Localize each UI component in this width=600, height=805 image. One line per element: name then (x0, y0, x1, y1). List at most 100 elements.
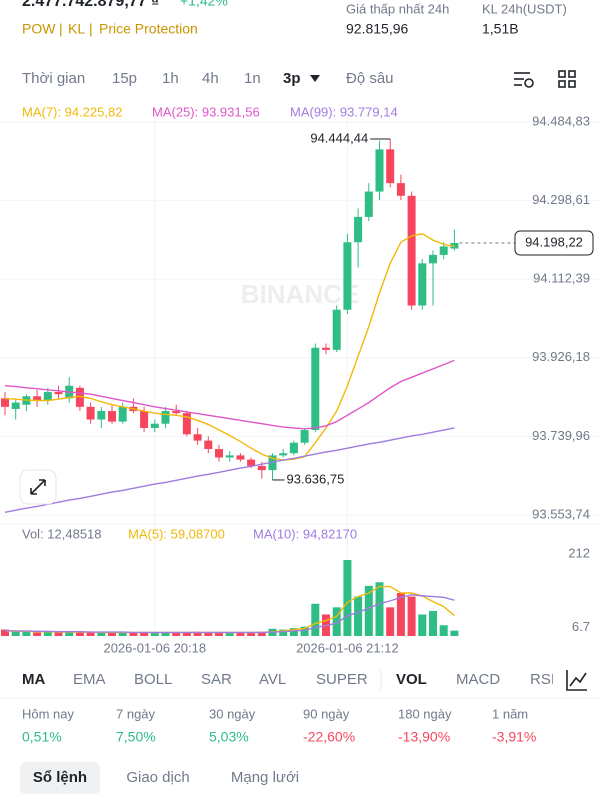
volume-bar (172, 632, 181, 636)
tag[interactable]: KL (68, 21, 85, 37)
period-label: Hôm nay (22, 706, 75, 721)
candle-body (54, 392, 63, 395)
volume-bar (300, 626, 309, 636)
volume-tick-label: 6.7 (572, 619, 590, 634)
candle-body (11, 402, 20, 409)
low-label: 93.636,75 (287, 471, 345, 486)
volume-bar (22, 631, 31, 636)
candle-body (354, 216, 363, 243)
volume-bar (343, 560, 352, 636)
volume-bar (54, 632, 63, 636)
volume-tick-label: 212 (568, 545, 590, 560)
volume-bar (86, 632, 95, 636)
indicator-active[interactable]: MA (22, 671, 45, 688)
bottom-tab[interactable]: Giao dịch (126, 769, 189, 786)
layout-icon[interactable] (558, 70, 576, 88)
tag[interactable]: POW (22, 21, 56, 37)
volume-bar (108, 631, 116, 636)
last-price-label: 94.198,22 (525, 234, 583, 249)
indicator[interactable]: BOLL (134, 671, 172, 688)
volume-bar (439, 625, 448, 636)
indicator[interactable]: SAR (201, 671, 232, 688)
balance: 2.477.742.879,77 ₫ (22, 0, 159, 10)
settings-icon[interactable] (514, 72, 534, 88)
tab[interactable]: Độ sâu (346, 70, 394, 87)
volume-bar (364, 585, 373, 636)
x-tick-label: 2026-01-06 20:18 (103, 640, 206, 655)
y-tick-label: 93.739,96 (532, 428, 590, 443)
ma-line (4, 594, 455, 634)
ma-line (4, 359, 455, 430)
ma-line (4, 427, 455, 514)
volume-bar (289, 628, 298, 636)
candle-body (182, 413, 191, 435)
tab[interactable]: 15p (112, 70, 137, 87)
periods: Hôm nay 0,51% 7 ngày 7,50% 30 ngày 5,03% 90 ng… (22, 706, 536, 744)
candle-body (150, 423, 159, 428)
indicator-active[interactable]: VOL (396, 671, 427, 688)
volume-bar (450, 630, 459, 636)
tab[interactable]: Thời gian (22, 70, 85, 87)
candle-body (97, 411, 106, 420)
y-tick-label: 93.926,18 (532, 349, 590, 364)
tab[interactable]: 1n (244, 70, 261, 87)
ma-legend: MA(7): 94.225,82 (22, 104, 122, 119)
period-label: 1 năm (492, 706, 528, 721)
tab[interactable]: 1h (162, 70, 179, 87)
candle-body (364, 191, 373, 217)
candle-body (193, 434, 202, 441)
chart-icon[interactable] (566, 670, 587, 691)
candle-body (332, 309, 341, 350)
expand-icon (30, 479, 46, 495)
indicator[interactable]: SUPER (316, 671, 368, 688)
stat-label: KL 24h(USDT) (482, 1, 567, 16)
candle-body (43, 392, 52, 401)
tag[interactable]: Price Protection (99, 21, 198, 37)
candle-body (86, 406, 95, 420)
volume-bar (236, 632, 245, 636)
candle-body (204, 440, 213, 450)
indicator[interactable]: RSI (530, 671, 555, 688)
candle-body (247, 459, 256, 466)
bottom-tab-active[interactable]: Sổ lệnh (33, 769, 87, 786)
period-label: 7 ngày (116, 706, 156, 721)
watermark: BINANCE (241, 279, 359, 309)
stat-value: 1,51B (482, 21, 519, 37)
indicator[interactable]: AVL (259, 671, 286, 688)
last-price-box (514, 230, 594, 256)
candle-body (396, 183, 405, 196)
y-tick-label: 94.298,61 (532, 192, 590, 207)
tab-active[interactable]: 3p (283, 70, 301, 87)
tab[interactable]: 4h (202, 70, 219, 87)
volume-bar (418, 614, 427, 636)
volume-bar (215, 632, 223, 636)
fade (553, 664, 600, 696)
volume-bar (43, 632, 52, 636)
candle-body (375, 149, 384, 192)
period-label: 180 ngày (398, 706, 452, 721)
volume-bar (429, 610, 437, 636)
candle-body (407, 195, 416, 306)
candle-body (33, 396, 42, 401)
period-label: 90 ngày (303, 706, 350, 721)
candle-body (418, 263, 427, 306)
stat-value: 92.815,96 (346, 21, 408, 37)
period-label: 30 ngày (209, 706, 256, 721)
indicator[interactable]: MACD (456, 671, 500, 688)
volume-bar (118, 632, 127, 636)
indicator[interactable]: EMA (73, 671, 106, 688)
dropdown-icon (310, 75, 320, 82)
tab-pill (20, 762, 100, 794)
volume-bar (332, 607, 341, 636)
candle-body (215, 449, 223, 458)
period-value: 0,51% (22, 729, 62, 745)
candle-body (118, 406, 127, 422)
candle-body (429, 254, 437, 264)
volume-bar (279, 629, 288, 636)
volume-bar (204, 632, 213, 636)
volume-bar (354, 596, 363, 636)
candle-body (311, 347, 320, 431)
ma-legend: MA(25): 93.931,56 (152, 104, 260, 119)
ma-legend: MA(99): 93.779,14 (290, 104, 398, 119)
bottom-tab[interactable]: Mạng lưới (231, 769, 299, 786)
